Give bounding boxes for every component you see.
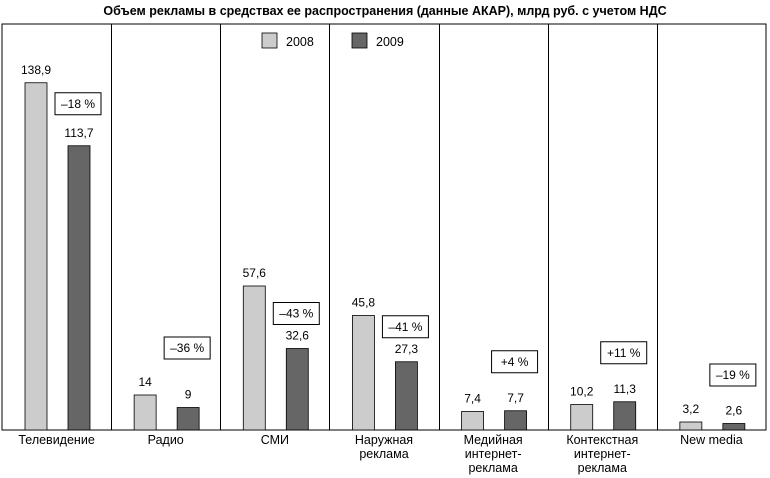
bar-2008 [242,285,266,431]
bar-2009 [504,410,527,431]
bar-2008 [133,394,157,431]
data-label: 45,8 [352,296,376,310]
category-label: реклама [578,461,627,475]
data-label: 7,7 [507,391,524,405]
change-box [491,350,539,374]
plot-frame [1,23,767,431]
category-label: Контекстная [566,433,638,447]
change-box [272,302,320,325]
change-box [163,336,211,360]
change-label: +4 % [501,355,529,369]
category-label: реклама [359,447,408,461]
chart-title: Объем рекламы в средствах ее распростран… [103,4,666,18]
data-label: 14 [138,375,152,389]
data-label: 113,7 [64,126,93,140]
data-label: 138,9 [21,63,51,77]
category-label: реклама [468,461,517,475]
change-label: +11 % [607,346,641,360]
legend-swatch-2009 [351,32,368,49]
bars: 138,9 113,7 –18 % Телевидение 14 9 –36 % Радио 5… [18,63,757,475]
category-label: Радио [148,433,184,447]
change-box [600,341,648,365]
bar-2009 [395,361,418,431]
bar-2009 [67,145,91,431]
category-label: интернет- [465,447,522,461]
bar-2008 [679,421,703,431]
change-box [709,363,757,387]
category-label: СМИ [261,433,289,447]
category-label: Медийная [464,433,523,447]
change-label: –41 % [388,320,422,334]
bar-2008 [461,411,484,431]
category-label: Наружная [355,433,413,447]
legend-label-2008: 2008 [286,35,314,49]
change-box [54,92,102,116]
data-label: 7,4 [464,392,481,406]
plot-border [1,23,767,431]
bar-2009 [176,407,200,431]
change-label: –43 % [279,307,313,321]
data-label: 10,2 [570,385,594,399]
bar-2009 [285,348,309,431]
data-label: 9 [185,388,192,402]
bar-2008 [352,315,375,431]
bar-2009 [722,423,746,431]
bar-2008 [24,82,48,431]
legend-swatch-2008 [261,32,278,49]
category-label: интернет- [574,447,631,461]
change-label: –36 % [170,341,204,355]
data-label: 11,3 [613,382,636,396]
change-label: –18 % [61,97,95,111]
category-label: Телевидение [18,433,94,447]
change-box [381,315,429,339]
bar-2008 [570,404,594,431]
category-label: New media [680,433,743,447]
legend-label-2009: 2009 [376,35,404,49]
data-label: 57,6 [243,266,267,280]
bar-2009 [613,401,637,431]
data-label: 2,6 [726,404,743,418]
data-label: 3,2 [683,402,700,416]
change-label: –19 % [716,368,750,382]
legend: 2008 2009 [261,32,404,49]
data-label: 27,3 [395,342,419,356]
data-label: 32,6 [286,329,310,343]
